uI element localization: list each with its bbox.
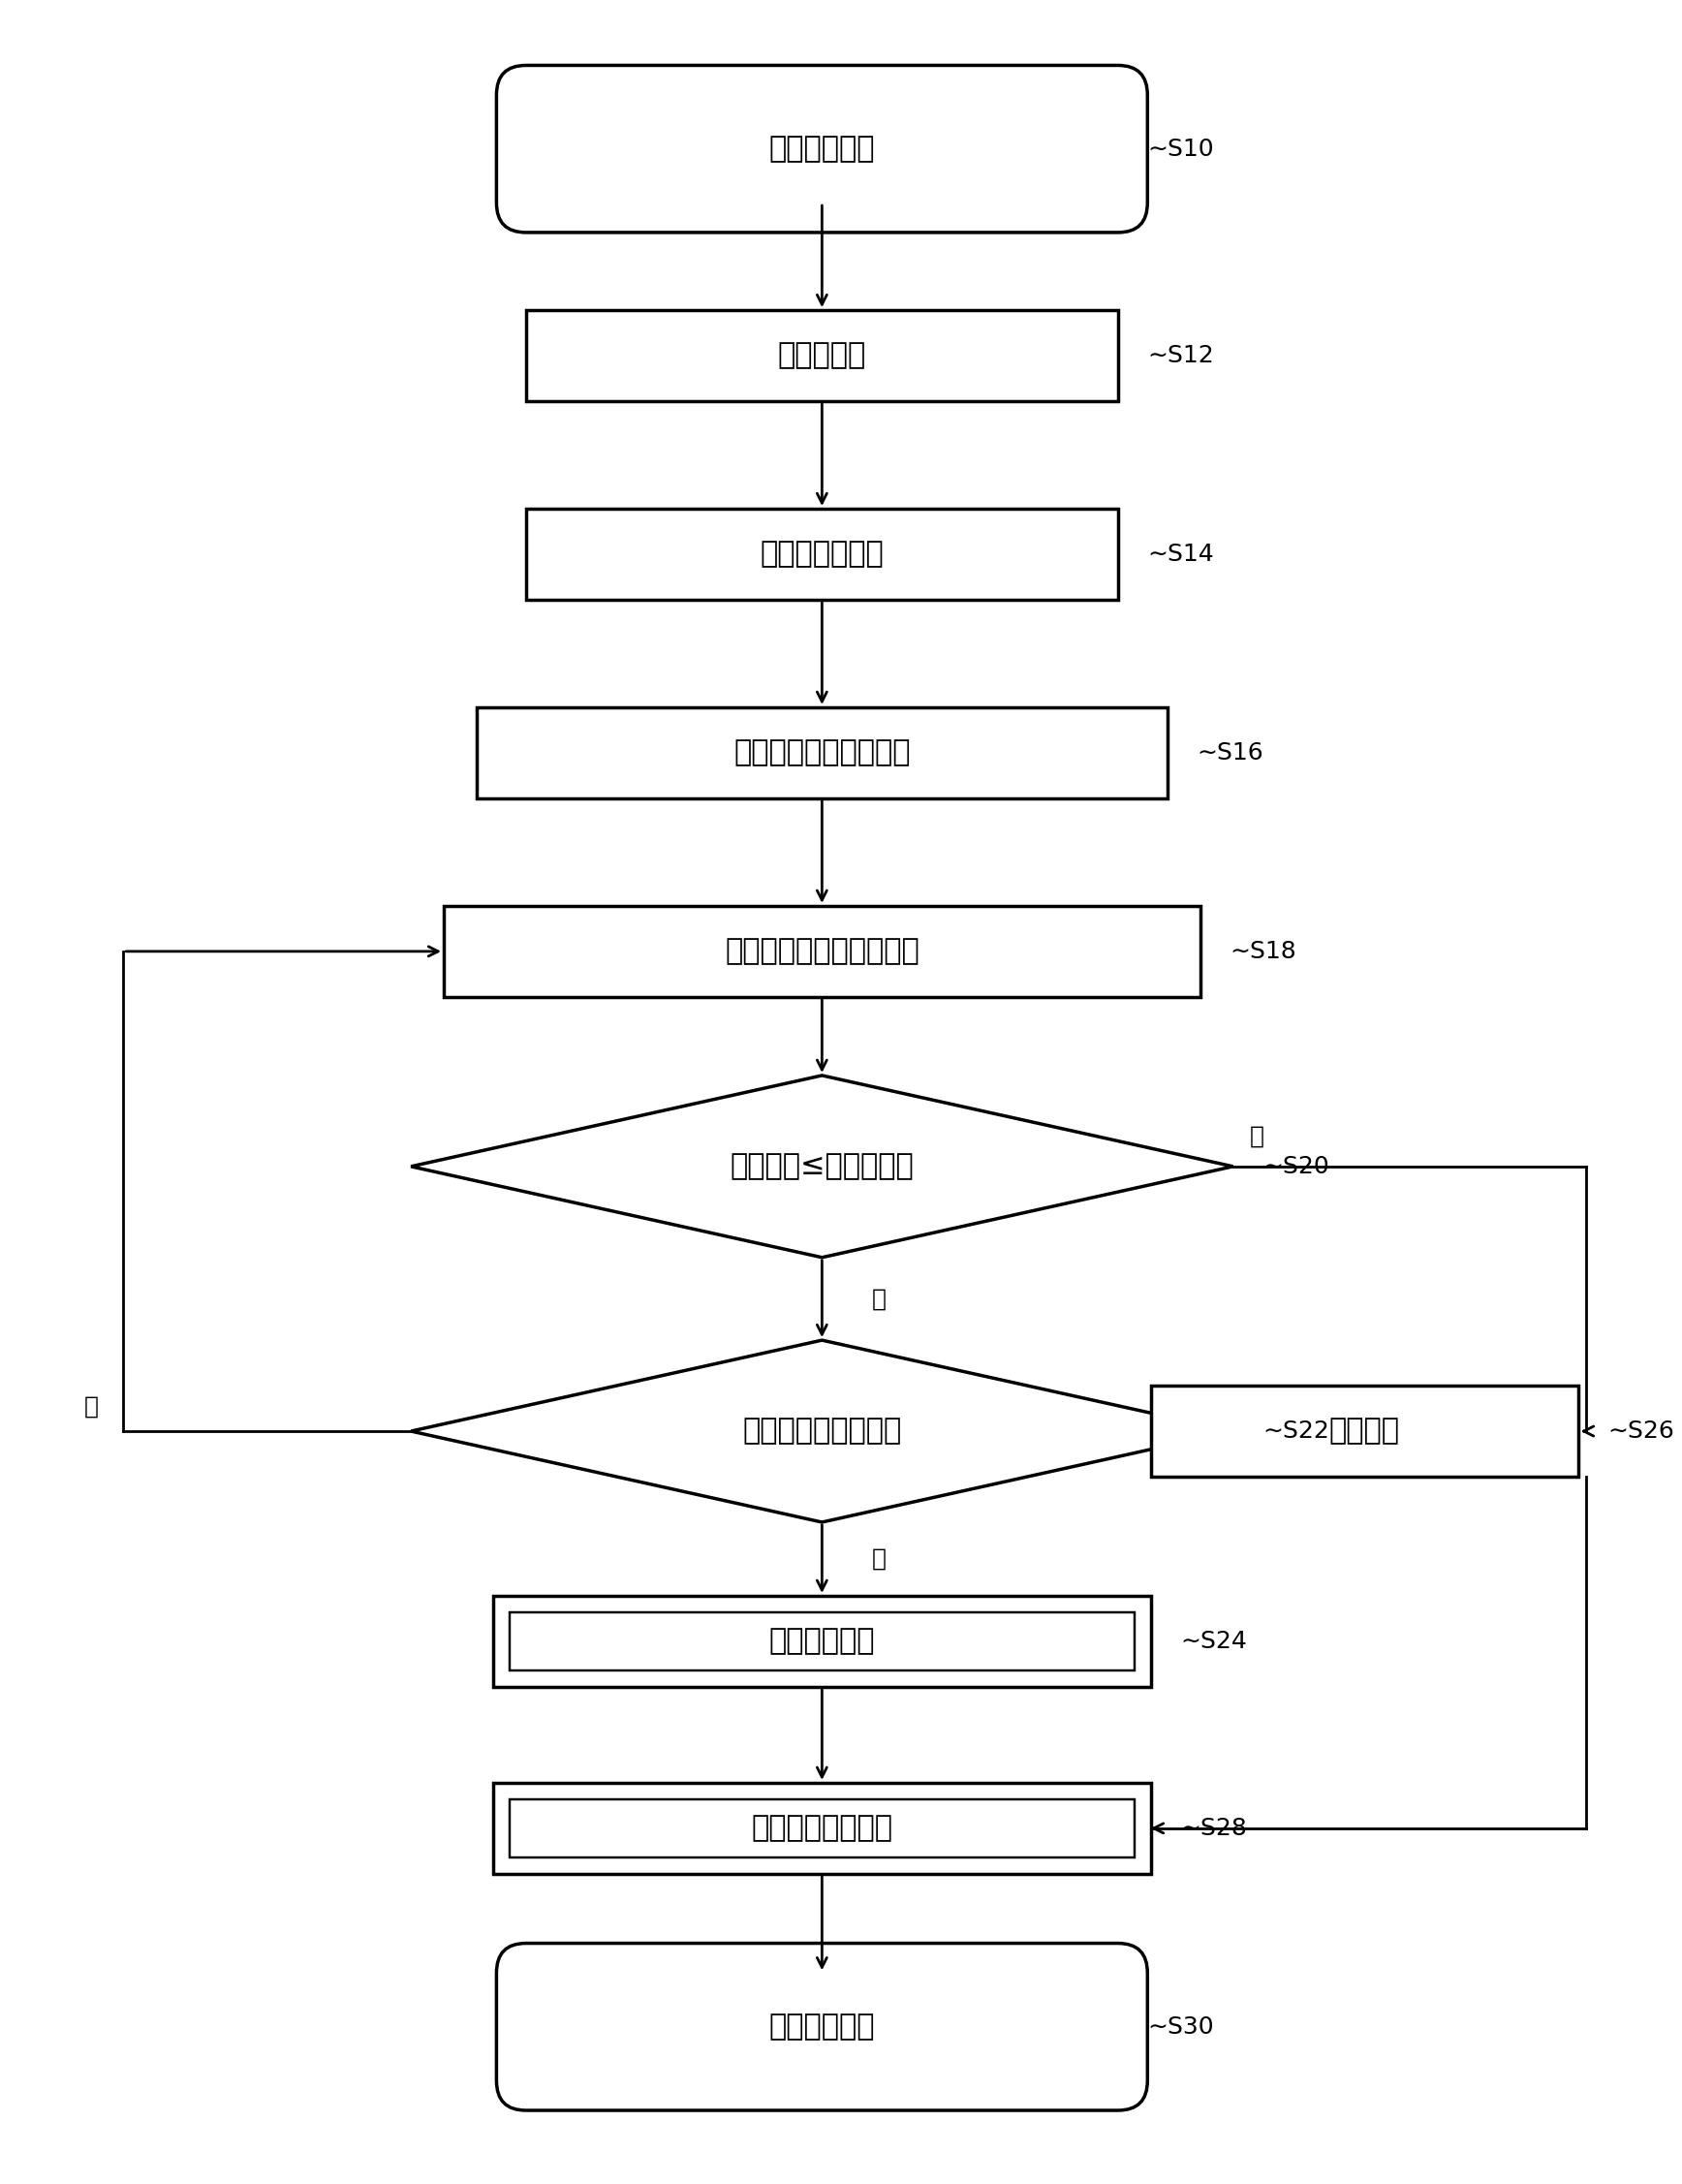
Text: 是: 是 — [871, 1286, 886, 1310]
Text: 通风功能结束: 通风功能结束 — [769, 2014, 875, 2040]
Text: ∼S16: ∼S16 — [1198, 740, 1263, 764]
FancyBboxPatch shape — [496, 1944, 1147, 2110]
Text: ∼S14: ∼S14 — [1147, 542, 1214, 566]
Bar — [1150, 1385, 1578, 1476]
Text: ∼S20: ∼S20 — [1263, 1155, 1329, 1177]
Bar — [444, 906, 1199, 996]
Text: ∼S10: ∼S10 — [1147, 138, 1214, 162]
Bar — [510, 1612, 1134, 1671]
Polygon shape — [410, 1075, 1233, 1258]
Text: ∼S12: ∼S12 — [1147, 345, 1214, 367]
Text: ∼S28: ∼S28 — [1181, 1817, 1246, 1839]
Bar — [510, 1800, 1134, 1856]
Text: 是: 是 — [871, 1548, 886, 1570]
Bar — [476, 708, 1167, 799]
Text: ∼S24: ∼S24 — [1181, 1629, 1246, 1653]
Text: 启动空气干燥器: 启动空气干燥器 — [760, 539, 883, 568]
Text: 错误报告: 错误报告 — [1329, 1417, 1399, 1446]
Text: 打开供应流量阀和回流阀: 打开供应流量阀和回流阀 — [725, 937, 920, 965]
Text: 否: 否 — [1250, 1125, 1263, 1149]
Text: 干燥气体替代完成？: 干燥气体替代完成？ — [742, 1417, 902, 1446]
Text: ∼S18: ∼S18 — [1230, 939, 1297, 963]
Bar — [493, 1597, 1150, 1686]
Text: 启动通风功能: 启动通风功能 — [769, 135, 875, 164]
Text: 启动压缩机: 启动压缩机 — [777, 341, 866, 369]
Text: ∼S22: ∼S22 — [1263, 1420, 1329, 1444]
Text: 测量湿度≤阈值湿度？: 测量湿度≤阈值湿度？ — [730, 1153, 913, 1182]
Text: 湿度监控序列: 湿度监控序列 — [769, 1627, 875, 1655]
Text: 通风功能停止序列: 通风功能停止序列 — [752, 1815, 893, 1843]
Polygon shape — [410, 1341, 1233, 1522]
Bar — [526, 310, 1119, 402]
Text: ∼S26: ∼S26 — [1608, 1420, 1675, 1444]
Text: 否: 否 — [84, 1396, 99, 1417]
Text: 一直等到干燥气体生成: 一直等到干燥气体生成 — [733, 738, 910, 767]
Bar — [493, 1782, 1150, 1874]
Bar — [526, 509, 1119, 601]
Text: ∼S30: ∼S30 — [1147, 2016, 1214, 2038]
FancyBboxPatch shape — [496, 66, 1147, 232]
